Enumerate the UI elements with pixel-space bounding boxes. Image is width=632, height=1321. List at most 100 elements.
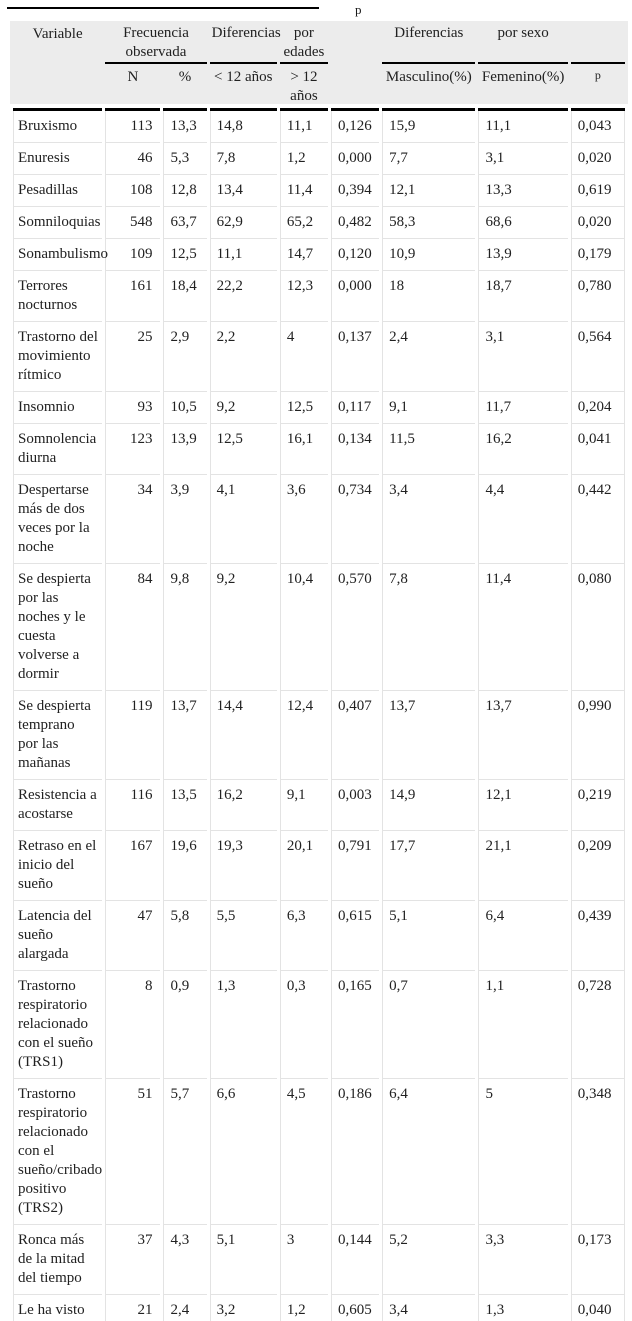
percent-cell: 10,5 xyxy=(163,392,207,424)
p-sexo-cell: 0,179 xyxy=(570,239,625,271)
under-12-cell: 4,1 xyxy=(209,475,277,564)
p-sexo-cell: 0,041 xyxy=(570,424,625,475)
n-cell: 161 xyxy=(105,271,161,322)
variable-column-header: Variable xyxy=(13,21,103,111)
under-12-cell: 5,5 xyxy=(209,901,277,971)
p-edades-cell: 0,117 xyxy=(331,392,380,424)
over-12-cell: 3,6 xyxy=(279,475,328,564)
masculino-cell: 13,7 xyxy=(382,691,476,780)
table-row: Le ha visto parar de respirar 21 2,4 3,2… xyxy=(13,1295,625,1321)
under-12-cell: 2,2 xyxy=(209,322,277,392)
diferencias-sexo-header-part1: Diferencias xyxy=(382,21,476,64)
top-rule xyxy=(7,7,319,9)
p-edades-cell: 0,144 xyxy=(331,1225,380,1295)
under-12-cell: 14,4 xyxy=(209,691,277,780)
masculino-column-header: Masculino(%) xyxy=(382,64,476,111)
table-row: Terrores nocturnos 161 18,4 22,2 12,3 0,… xyxy=(13,271,625,322)
p-sexo-cell: 0,619 xyxy=(570,175,625,207)
femenino-cell: 13,3 xyxy=(478,175,568,207)
femenino-cell: 21,1 xyxy=(478,831,568,901)
p-sexo-cell: 0,204 xyxy=(570,392,625,424)
n-cell: 113 xyxy=(105,111,161,143)
percent-cell: 9,8 xyxy=(163,564,207,691)
percent-cell: 2,9 xyxy=(163,322,207,392)
over-12-cell: 20,1 xyxy=(279,831,328,901)
over-12-cell: 16,1 xyxy=(279,424,328,475)
masculino-cell: 5,1 xyxy=(382,901,476,971)
percent-cell: 5,8 xyxy=(163,901,207,971)
p-sexo-cell: 0,209 xyxy=(570,831,625,901)
p-edades-cell: 0,734 xyxy=(331,475,380,564)
p-edades-cell: 0,570 xyxy=(331,564,380,691)
p-sexo-header-spacer xyxy=(570,21,625,64)
p-edades-header-spacer xyxy=(331,21,379,64)
percent-cell: 13,7 xyxy=(163,691,207,780)
table-row: Somniloquias 548 63,7 62,9 65,2 0,482 58… xyxy=(13,207,625,239)
variable-cell: Le ha visto parar de respirar xyxy=(13,1295,102,1321)
over-12-cell: 14,7 xyxy=(279,239,328,271)
n-cell: 123 xyxy=(105,424,161,475)
femenino-cell: 18,7 xyxy=(478,271,568,322)
variable-cell: Pesadillas xyxy=(13,175,103,207)
table-body: Bruxismo 113 13,3 14,8 11,1 0,126 15,9 1… xyxy=(13,111,625,1321)
over-12-cell: 10,4 xyxy=(279,564,328,691)
under-12-cell: 14,8 xyxy=(209,111,277,143)
variable-cell: Sonambulismo xyxy=(13,239,108,271)
n-cell: 37 xyxy=(105,1225,161,1295)
n-cell: 93 xyxy=(105,392,161,424)
under-12-cell: 9,2 xyxy=(209,564,277,691)
table-row: Latencia del sueño alargada 47 5,8 5,5 6… xyxy=(13,901,625,971)
femenino-cell: 12,1 xyxy=(478,780,568,831)
femenino-cell: 5 xyxy=(478,1079,568,1225)
n-cell: 47 xyxy=(105,901,161,971)
femenino-cell: 3,3 xyxy=(478,1225,568,1295)
over-12-cell: 3 xyxy=(279,1225,328,1295)
femenino-cell: 3,1 xyxy=(478,322,568,392)
masculino-cell: 5,2 xyxy=(382,1225,476,1295)
p-edades-column-header: p xyxy=(355,2,362,17)
n-cell: 116 xyxy=(105,780,161,831)
n-cell: 8 xyxy=(105,971,161,1079)
table-row: Trastorno respiratorio relacionado con e… xyxy=(13,1079,625,1225)
over-12-cell: 9,1 xyxy=(279,780,328,831)
table-row: Somnolencia diurna 123 13,9 12,5 16,1 0,… xyxy=(13,424,625,475)
femenino-column-header: Femenino(%) xyxy=(478,64,568,111)
over-12-cell: 12,4 xyxy=(279,691,328,780)
variable-cell: Trastorno respiratorio relacionado con e… xyxy=(13,1079,103,1225)
p-sexo-cell: 0,990 xyxy=(570,691,625,780)
masculino-cell: 15,9 xyxy=(382,111,476,143)
p-sexo-column-header: p xyxy=(570,64,625,111)
variable-cell: Enuresis xyxy=(13,143,103,175)
p-edades-cell: 0,000 xyxy=(331,143,380,175)
p-edades-cell: 0,134 xyxy=(331,424,380,475)
percent-cell: 19,6 xyxy=(163,831,207,901)
masculino-cell: 7,8 xyxy=(382,564,476,691)
masculino-cell: 18 xyxy=(382,271,476,322)
n-cell: 21 xyxy=(105,1295,160,1321)
under-12-cell: 12,5 xyxy=(209,424,277,475)
percent-cell: 5,3 xyxy=(163,143,207,175)
percent-cell: 18,4 xyxy=(163,271,207,322)
over-12-cell: 65,2 xyxy=(279,207,328,239)
diferencias-edades-header-part2: por edades xyxy=(279,21,328,64)
n-cell: 167 xyxy=(105,831,161,901)
table-row: Insomnio 93 10,5 9,2 12,5 0,117 9,1 11,7… xyxy=(13,392,625,424)
masculino-cell: 12,1 xyxy=(382,175,476,207)
variable-cell: Insomnio xyxy=(13,392,103,424)
p-sexo-cell: 0,219 xyxy=(570,780,625,831)
over-12-cell: 6,3 xyxy=(279,901,328,971)
table-row: Trastorno respiratorio relacionado con e… xyxy=(13,971,625,1079)
under-12-cell: 7,8 xyxy=(209,143,277,175)
p-sexo-cell: 0,348 xyxy=(570,1079,625,1225)
under-12-cell: 22,2 xyxy=(209,271,277,322)
p-sexo-cell: 0,564 xyxy=(570,322,625,392)
over-12-cell: 4,5 xyxy=(279,1079,328,1225)
femenino-cell: 11,1 xyxy=(478,111,568,143)
percent-cell: 12,8 xyxy=(163,175,207,207)
under-12-cell: 19,3 xyxy=(209,831,277,901)
p-edades-cell: 0,126 xyxy=(331,111,380,143)
femenino-cell: 3,1 xyxy=(478,143,568,175)
table-row: Trastorno del movimiento rítmico 25 2,9 … xyxy=(13,322,625,392)
under-12-column-header: < 12 años xyxy=(209,64,277,111)
variable-cell: Somnolencia diurna xyxy=(13,424,103,475)
